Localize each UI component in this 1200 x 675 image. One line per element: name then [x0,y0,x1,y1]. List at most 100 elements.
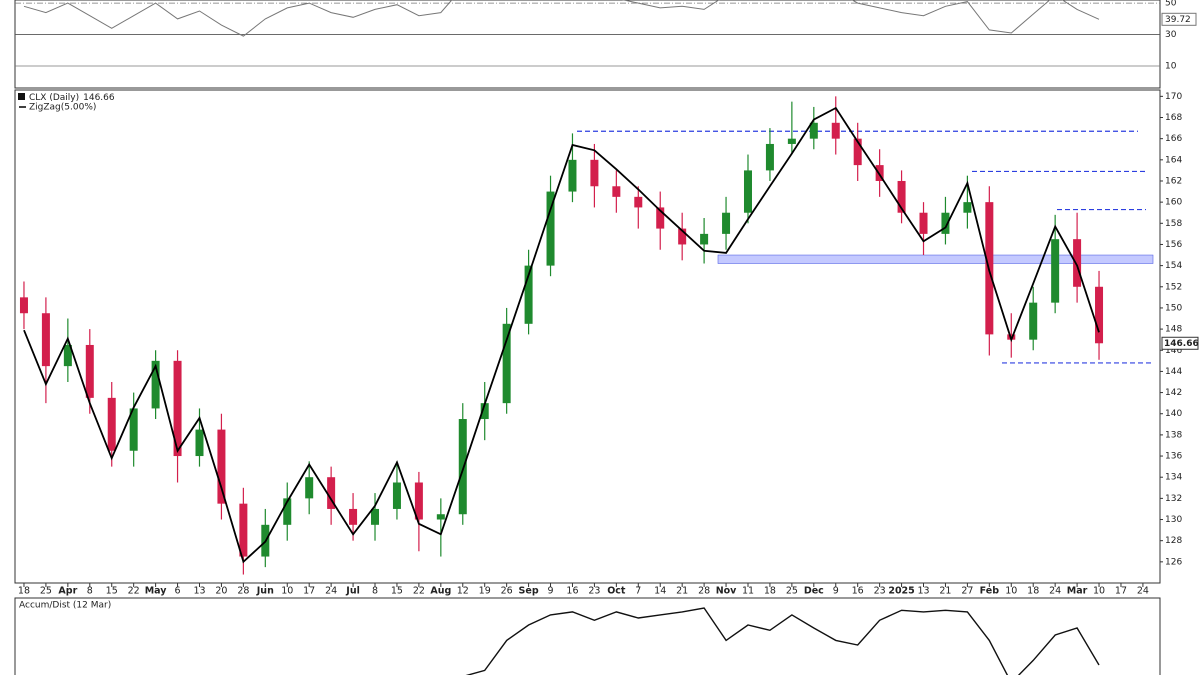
x-tick-label: 23 [874,586,886,597]
x-tick-label: Oct [607,586,626,597]
candle-body [743,170,752,213]
x-tick-label: 18 [18,586,30,597]
candle-body [963,202,972,213]
candle-body [63,344,72,367]
x-tick-label: 26 [501,586,513,597]
x-tick-label: 24 [1049,586,1061,597]
candle-body [568,159,577,192]
candle-body [1073,239,1082,287]
y-tick-label: 166 [1165,134,1182,144]
y-tick-label: 156 [1165,240,1182,250]
ad-panel [14,597,1161,675]
candle-body [19,297,28,314]
candle-body [1095,286,1104,344]
x-tick-label: 9 [833,586,839,597]
candle-body [217,429,226,504]
rsi-last-box [1161,12,1197,26]
candle-body [195,429,204,457]
legend-title: CLX (Daily) [29,93,79,103]
candle-body [700,233,709,245]
y-tick-label: 170 [1165,92,1182,102]
candle-body [436,514,445,520]
rsi-panel [14,0,1161,89]
x-tick-label: Apr [58,586,77,597]
x-tick-label: 10 [281,586,293,597]
candle-body [480,403,489,420]
ad-line [465,607,1100,675]
x-tick-label: Feb [980,586,1000,597]
x-tick-label: 17 [303,586,315,597]
x-tick-label: Mar [1067,586,1088,597]
zigzag-line [23,106,1100,564]
x-tick-label: 24 [1137,586,1149,597]
support-band [717,254,1154,264]
y-tick-label: 144 [1165,367,1182,377]
legend-last-price: 146.66 [83,93,115,103]
zigzag-legend: ZigZag(5.00%) [29,103,96,113]
candle-body [831,122,840,139]
price-plot [19,96,1154,575]
x-tick-label: 10 [1005,586,1017,597]
x-tick-label: 17 [1115,586,1127,597]
candle-body [656,207,665,229]
x-tick-label: Jun [256,586,274,597]
x-tick-label: 27 [961,586,973,597]
rsi-last-label: 39.72 [1165,15,1191,25]
rsi-tick-label: 30 [1165,30,1177,40]
y-tick-label: 130 [1165,515,1182,525]
y-tick-label: 150 [1165,303,1182,313]
candle-body [283,498,292,525]
x-tick-label: 28 [698,586,710,597]
x-tick-label: 16 [566,586,578,597]
x-tick-label: 13 [193,586,205,597]
y-tick-label: 148 [1165,325,1182,335]
x-tick-label: 7 [635,586,641,597]
x-tick-label: Nov [716,586,737,597]
candle-body [678,228,687,245]
price-legend: CLX (Daily) 146.66 [29,93,115,103]
legend-icon [18,93,25,100]
y-tick-label: 146 [1165,346,1182,356]
last-price-box [1161,336,1199,350]
x-tick-label: 19 [479,586,491,597]
x-tick-label: Dec [804,586,824,597]
rsi-plot [15,0,1160,67]
x-tick-label: 12 [457,586,469,597]
x-tick-label: Sep [519,586,539,597]
candle-body [524,265,533,324]
candle-body [327,477,336,509]
candle-body [546,191,555,266]
candle-body [151,360,160,409]
x-tick-label: 21 [676,586,688,597]
x-tick-label: 10 [1093,586,1105,597]
candle-body [612,186,621,197]
candle-body [919,212,928,234]
x-tick-label: 16 [852,586,864,597]
candle-body [173,360,182,457]
candle-body [414,482,423,520]
x-tick-label: 18 [1027,586,1039,597]
x-tick-label: 25 [786,586,798,597]
y-tick-label: 140 [1165,409,1182,419]
candle-body [941,212,950,234]
y-tick-label: 160 [1165,198,1182,208]
candle-body [392,482,401,509]
x-tick-label: Aug [430,586,451,597]
x-tick-label: 6 [175,586,181,597]
x-tick-label: 11 [742,586,754,597]
x-tick-label: 8 [372,586,378,597]
candle-body [787,138,796,144]
ad-legend: Accum/Dist (12 Mar) [19,601,111,611]
y-tick-label: 168 [1165,113,1182,123]
x-tick-label: 18 [764,586,776,597]
candle-body [349,508,358,525]
y-tick-label: 142 [1165,388,1182,398]
x-tick-label: 22 [128,586,140,597]
y-tick-label: 162 [1165,176,1182,186]
y-tick-label: 164 [1165,155,1182,165]
x-tick-label: Jul [345,586,360,597]
candle-body [458,419,467,515]
rsi-line [23,0,1100,37]
x-tick-label: 13 [917,586,929,597]
